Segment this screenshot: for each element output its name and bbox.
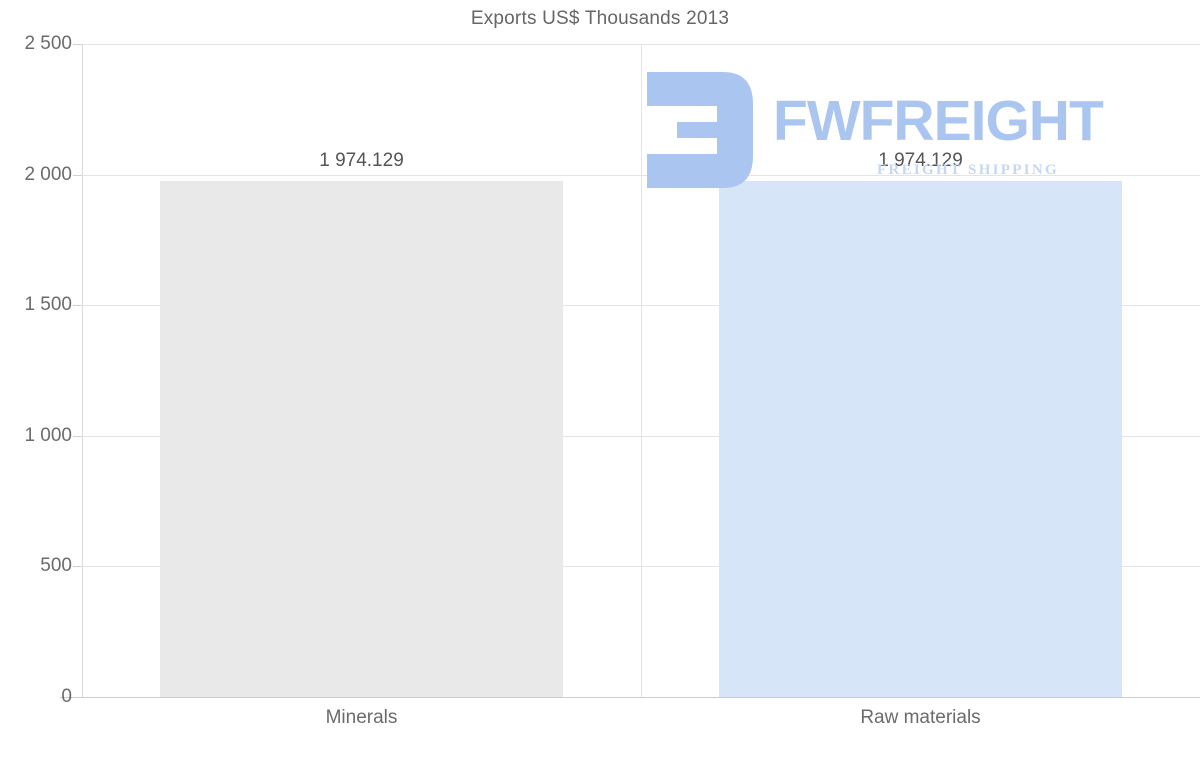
- y-axis-tick-label: 2 000: [24, 163, 72, 185]
- bar-value-label: 1 974.129: [319, 150, 404, 172]
- y-axis-tick-label: 1 500: [24, 294, 72, 316]
- chart-title: Exports US$ Thousands 2013: [470, 8, 730, 29]
- y-axis-tick-label: 500: [40, 555, 72, 577]
- x-axis-tick-label: Raw materials: [860, 707, 981, 728]
- x-axis-tick-label: Minerals: [325, 707, 398, 728]
- y-axis-tick-label: 1 000: [24, 424, 72, 446]
- category-gridline: [641, 44, 642, 697]
- bar[interactable]: [719, 181, 1122, 697]
- y-axis-tick-mark: [73, 566, 82, 568]
- x-axis-line: [60, 697, 1200, 698]
- y-axis-tick-mark: [73, 44, 82, 45]
- y-axis-tick-label: 0: [61, 686, 72, 707]
- y-axis-tick-mark: [73, 435, 82, 437]
- bar[interactable]: [160, 181, 563, 697]
- bar-value-label: 1 974.129: [878, 150, 963, 172]
- plot-area: [73, 44, 1200, 698]
- y-axis-line: [82, 44, 83, 697]
- y-axis-tick-label: 2 500: [24, 33, 72, 54]
- y-axis-tick-mark: [73, 174, 82, 176]
- y-axis-tick-mark: [73, 305, 82, 307]
